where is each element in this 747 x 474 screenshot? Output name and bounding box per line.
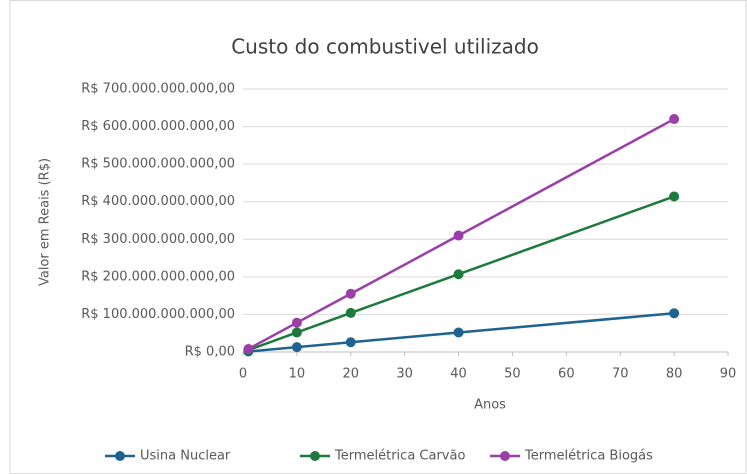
y-tick-label: R$ 400.000.000.000,00 [81, 194, 235, 209]
data-point [669, 114, 680, 125]
x-tick-label: 70 [612, 367, 629, 382]
data-point [291, 317, 302, 328]
y-tick-label: R$ 0,00 [185, 345, 235, 360]
x-tick-label: 20 [343, 367, 360, 382]
data-point [669, 191, 680, 202]
legend-marker [500, 451, 510, 461]
data-point [345, 337, 356, 348]
legend-marker [310, 451, 320, 461]
y-tick-label: R$ 600.000.000.000,00 [81, 119, 235, 134]
data-point [453, 327, 464, 338]
data-point [669, 308, 680, 319]
x-tick-label: 10 [289, 367, 306, 382]
y-tick-label: R$ 200.000.000.000,00 [81, 269, 235, 284]
x-tick-label: 0 [239, 367, 247, 382]
data-point [345, 307, 356, 318]
chart-frame [9, 0, 747, 474]
y-axis-label: Valor em Reais (R$) [38, 158, 53, 286]
y-tick-label: R$ 100.000.000.000,00 [81, 307, 235, 322]
data-point [291, 342, 302, 353]
x-tick-label: 90 [720, 367, 737, 382]
chart-title: Custo do combustivel utilizado [231, 35, 539, 59]
y-tick-label: R$ 500.000.000.000,00 [81, 157, 235, 172]
legend-label: Usina Nuclear [140, 449, 231, 464]
data-point [291, 327, 302, 338]
legend-label: Termelétrica Biogás [524, 449, 653, 464]
x-axis-label: Anos [474, 398, 506, 413]
y-tick-label: R$ 300.000.000.000,00 [81, 232, 235, 247]
legend-label: Termelétrica Carvão [334, 449, 465, 464]
x-tick-label: 80 [666, 367, 683, 382]
data-point [243, 343, 254, 354]
x-tick-label: 60 [558, 367, 575, 382]
data-point [453, 230, 464, 241]
x-tick-label: 30 [396, 367, 413, 382]
data-point [345, 288, 356, 299]
y-tick-label: R$ 700.000.000.000,00 [81, 82, 235, 97]
legend-marker [115, 451, 125, 461]
x-tick-label: 50 [504, 367, 521, 382]
x-tick-label: 40 [450, 367, 467, 382]
data-point [453, 269, 464, 280]
